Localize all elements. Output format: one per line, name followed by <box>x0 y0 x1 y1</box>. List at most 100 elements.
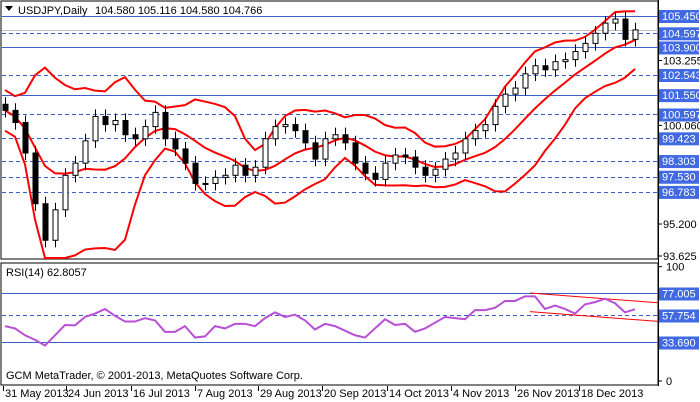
time-tick-label: 31 May 2013 <box>5 388 69 400</box>
candle-body <box>322 138 329 160</box>
candle-body <box>242 164 249 176</box>
candle-body <box>342 134 349 144</box>
candle-body <box>42 203 49 241</box>
time-tick-label: 4 Nov 2013 <box>453 388 509 400</box>
candle-body <box>412 156 419 168</box>
candle-body <box>172 138 179 150</box>
candle-body <box>192 162 199 184</box>
level-label-bg <box>659 170 699 184</box>
rsi-level-label: 77.005 <box>662 289 696 301</box>
candle-body <box>592 32 599 44</box>
level-label-bg <box>659 155 699 169</box>
time-tick-label: 29 Aug 2013 <box>260 388 322 400</box>
level-label-bg <box>659 132 699 146</box>
candle-body <box>252 166 259 176</box>
rsi-trendline <box>529 311 659 322</box>
candle-body <box>282 124 289 128</box>
price-tick-label: 95.200 <box>663 219 697 231</box>
bollinger-lower-band <box>4 68 636 259</box>
candle-body <box>492 105 499 126</box>
candle-body <box>302 130 309 144</box>
candle-body <box>352 142 359 164</box>
price-tick-label: 93.625 <box>663 251 697 263</box>
bollinger-middle-band <box>4 39 636 175</box>
price-pane[interactable]: 103.255 100.060 95.200 93.625 105.450 104.597… <box>0 0 700 386</box>
level-label-bg <box>659 27 699 41</box>
candle-body <box>142 126 149 140</box>
level-label: 96.783 <box>662 187 696 199</box>
candle-body <box>512 87 519 95</box>
rsi-trendline <box>529 292 659 304</box>
rsi-tick-label: 0 <box>666 376 672 388</box>
candle-body <box>482 124 489 132</box>
level-label-bg <box>659 41 699 55</box>
candle-body <box>32 152 39 205</box>
candle-body <box>292 124 299 132</box>
symbol-label: USDJPY,Daily <box>18 5 88 17</box>
candle-body <box>402 154 409 158</box>
candle-body <box>582 42 589 53</box>
time-tick-label: 20 Sep 2013 <box>324 388 386 400</box>
price-pane-frame <box>0 0 659 260</box>
time-tick-label: 16 Jul 2013 <box>133 388 190 400</box>
candle-body <box>532 65 539 75</box>
price-tick-label: 103.255 <box>663 56 700 68</box>
candle-body <box>102 115 109 126</box>
rsi-pane[interactable]: 77.005 57.754 33.690 100 0 RSI(14) 62.8057 G… <box>0 262 699 388</box>
candle-body <box>372 172 379 180</box>
candle-body <box>22 122 29 154</box>
rsi-level-label-bg <box>659 287 699 301</box>
level-label-bg <box>659 69 699 83</box>
candle-body <box>152 111 159 128</box>
triangle-down-icon[interactable] <box>5 6 13 11</box>
candle-body <box>82 140 89 164</box>
time-axis: 31 May 2013 24 Jun 2013 16 Jul 2013 7 Aug 2… <box>3 386 643 400</box>
level-label-bg <box>659 108 699 122</box>
candle-body <box>182 148 189 164</box>
candle-body <box>432 168 439 176</box>
level-label: 101.550 <box>662 90 700 102</box>
rsi-level-label: 57.754 <box>662 311 696 323</box>
time-tick-label: 18 Dec 2013 <box>581 388 643 400</box>
level-label-bg <box>659 185 699 199</box>
candle-body <box>632 29 639 40</box>
candle-body <box>392 154 399 164</box>
candle-body <box>122 120 129 136</box>
candle-body <box>362 162 369 174</box>
candle-body <box>552 61 559 71</box>
candle-body <box>612 18 619 24</box>
candle-body <box>262 138 269 168</box>
rsi-level-label-bg <box>659 336 699 350</box>
candle-body <box>452 152 459 160</box>
level-label: 104.597 <box>662 28 700 40</box>
level-label-bg <box>659 89 699 103</box>
candle-body <box>222 174 229 178</box>
candle-body <box>132 134 139 140</box>
candle-body <box>382 162 389 180</box>
candle-body <box>72 162 79 176</box>
rsi-level-label-bg <box>659 309 699 323</box>
candle-body <box>522 73 529 89</box>
level-label: 100.597 <box>662 109 700 121</box>
candle-body <box>462 138 469 154</box>
candle-body <box>562 59 569 63</box>
candle-body <box>12 109 19 124</box>
level-label: 99.423 <box>662 133 696 145</box>
candle-body <box>2 103 9 111</box>
copyright-text: GCM MetaTrader, © 2001-2013, MetaQuotes … <box>6 370 303 382</box>
rsi-header: RSI(14) 62.8057 <box>6 267 87 279</box>
ohlc-readout: 104.580 105.116 104.580 104.766 <box>95 5 262 17</box>
candle-body <box>332 134 339 140</box>
candle-body <box>52 209 59 241</box>
price-tick-label: 100.060 <box>663 120 700 132</box>
time-tick-label: 26 Nov 2013 <box>517 388 579 400</box>
level-label: 105.450 <box>662 11 700 23</box>
time-tick-label: 24 Jun 2013 <box>68 388 129 400</box>
rsi-line <box>4 295 636 347</box>
candle-body <box>212 176 219 184</box>
candle-body <box>232 164 239 176</box>
candle-body <box>502 93 509 107</box>
level-label: 97.530 <box>662 172 696 184</box>
candle-body <box>112 120 119 126</box>
